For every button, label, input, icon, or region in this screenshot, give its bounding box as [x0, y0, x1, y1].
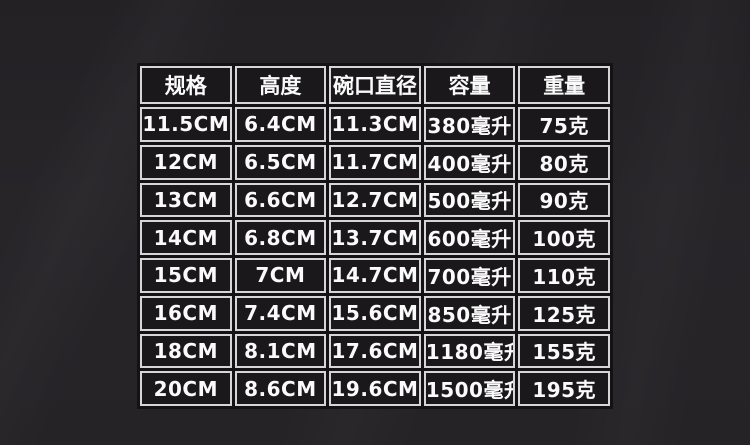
table-cell: 8.1CM	[234, 333, 327, 369]
table-cell: 1180毫升	[423, 333, 516, 369]
table-cell: 15.6CM	[329, 295, 421, 331]
table-cell: 380毫升	[423, 107, 516, 142]
table-cell: 100克	[518, 220, 610, 255]
table-cell: 6.6CM	[234, 182, 327, 218]
table-cell: 1500毫升	[423, 371, 516, 406]
table-row: 20CM 8.6CM 19.6CM 1500毫升 195克	[140, 371, 610, 406]
header-height: 高度	[234, 66, 327, 104]
table-cell: 7CM	[234, 258, 327, 293]
table-cell: 11.3CM	[329, 107, 421, 142]
table-row: 16CM 7.4CM 15.6CM 850毫升 125克	[140, 295, 610, 331]
table-cell: 11.7CM	[329, 144, 421, 180]
table-cell: 14CM	[140, 220, 232, 255]
table-cell: 17.6CM	[329, 333, 421, 369]
table-cell: 7.4CM	[234, 295, 327, 331]
table-cell: 12CM	[140, 144, 232, 180]
header-weight: 重量	[518, 66, 610, 104]
table-cell: 80克	[518, 144, 610, 180]
header-spec: 规格	[140, 66, 232, 104]
table-row: 13CM 6.6CM 12.7CM 500毫升 90克	[140, 182, 610, 218]
table-row: 12CM 6.5CM 11.7CM 400毫升 80克	[140, 144, 610, 180]
table-cell: 110克	[518, 258, 610, 293]
table-row: 14CM 6.8CM 13.7CM 600毫升 100克	[140, 220, 610, 255]
table-cell: 195克	[518, 371, 610, 406]
table-cell: 15CM	[140, 258, 232, 293]
table-cell: 155克	[518, 333, 610, 369]
table-cell: 600毫升	[423, 220, 516, 255]
table-cell: 11.5CM	[140, 107, 232, 142]
table-cell: 6.8CM	[234, 220, 327, 255]
table-cell: 12.7CM	[329, 182, 421, 218]
table-cell: 6.5CM	[234, 144, 327, 180]
table-cell: 90克	[518, 182, 610, 218]
header-capacity: 容量	[423, 66, 516, 104]
table-row: 18CM 8.1CM 17.6CM 1180毫升 155克	[140, 333, 610, 369]
table-cell: 8.6CM	[234, 371, 327, 406]
table-cell: 850毫升	[423, 295, 516, 331]
spec-table-header: 规格 高度 碗口直径 容量 重量	[140, 66, 610, 104]
table-cell: 13CM	[140, 182, 232, 218]
table-row: 15CM 7CM 14.7CM 700毫升 110克	[140, 258, 610, 293]
table-cell: 19.6CM	[329, 371, 421, 406]
table-cell: 6.4CM	[234, 107, 327, 142]
table-cell: 14.7CM	[329, 258, 421, 293]
table-cell: 16CM	[140, 295, 232, 331]
table-cell: 75克	[518, 107, 610, 142]
table-cell: 700毫升	[423, 258, 516, 293]
table-cell: 500毫升	[423, 182, 516, 218]
table-row: 11.5CM 6.4CM 11.3CM 380毫升 75克	[140, 107, 610, 142]
header-diameter: 碗口直径	[329, 66, 421, 104]
header-row: 规格 高度 碗口直径 容量 重量	[140, 66, 610, 104]
bowl-spec-table: 规格 高度 碗口直径 容量 重量 11.5CM 6.4CM 11.3CM 380…	[137, 63, 613, 409]
table-cell: 400毫升	[423, 144, 516, 180]
table-cell: 125克	[518, 295, 610, 331]
table-cell: 13.7CM	[329, 220, 421, 255]
table-cell: 18CM	[140, 333, 232, 369]
spec-table-body: 11.5CM 6.4CM 11.3CM 380毫升 75克 12CM 6.5CM…	[140, 107, 610, 406]
table-cell: 20CM	[140, 371, 232, 406]
